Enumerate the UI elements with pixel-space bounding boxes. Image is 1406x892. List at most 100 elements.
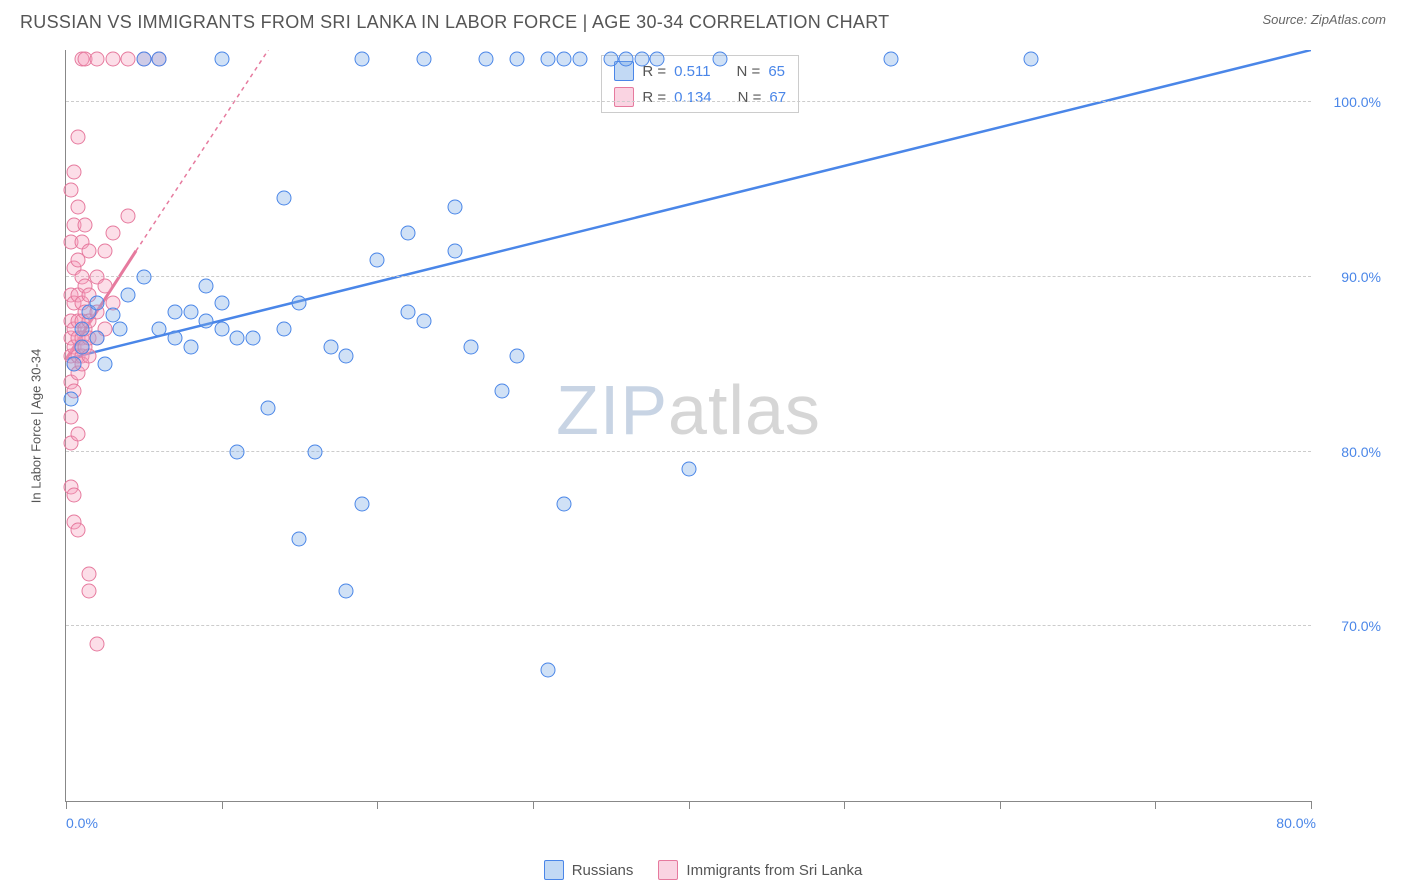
blue-n-value: 65 (768, 63, 785, 80)
data-point (121, 51, 136, 66)
y-tick-label: 80.0% (1321, 444, 1381, 460)
data-point (883, 51, 898, 66)
legend-blue-label: Russians (572, 862, 634, 879)
gridline-h (66, 101, 1311, 102)
x-tick (1311, 801, 1312, 809)
data-point (183, 304, 198, 319)
data-point (82, 584, 97, 599)
x-tick (533, 801, 534, 809)
legend-pink-label: Immigrants from Sri Lanka (686, 862, 862, 879)
data-point (510, 348, 525, 363)
blue-r-value: 0.511 (674, 63, 710, 80)
series-legend: Russians Immigrants from Sri Lanka (0, 860, 1406, 880)
data-point (448, 243, 463, 258)
x-tick (689, 801, 690, 809)
data-point (90, 331, 105, 346)
chart-container: In Labor Force | Age 30-34 ZIPatlas R = … (20, 45, 1386, 837)
data-point (71, 200, 86, 215)
data-point (105, 308, 120, 323)
data-point (603, 51, 618, 66)
legend-item-blue: Russians (544, 860, 634, 880)
data-point (261, 401, 276, 416)
data-point (71, 427, 86, 442)
data-point (97, 278, 112, 293)
n-label: N = (738, 89, 762, 106)
data-point (448, 200, 463, 215)
data-point (214, 296, 229, 311)
watermark-part1: ZIP (556, 371, 668, 449)
data-point (82, 566, 97, 581)
data-point (650, 51, 665, 66)
trend-lines (66, 50, 1311, 801)
swatch-pink-icon (658, 860, 678, 880)
x-tick (377, 801, 378, 809)
data-point (66, 488, 81, 503)
data-point (90, 636, 105, 651)
x-tick (1155, 801, 1156, 809)
data-point (97, 243, 112, 258)
data-point (105, 51, 120, 66)
data-point (199, 313, 214, 328)
data-point (245, 331, 260, 346)
data-point (230, 331, 245, 346)
data-point (276, 322, 291, 337)
data-point (339, 584, 354, 599)
n-label: N = (737, 63, 761, 80)
data-point (230, 444, 245, 459)
data-point (113, 322, 128, 337)
data-point (401, 304, 416, 319)
data-point (74, 339, 89, 354)
data-point (370, 252, 385, 267)
data-point (510, 51, 525, 66)
y-tick-label: 70.0% (1321, 618, 1381, 634)
chart-title: RUSSIAN VS IMMIGRANTS FROM SRI LANKA IN … (20, 12, 889, 33)
data-point (214, 51, 229, 66)
gridline-h (66, 625, 1311, 626)
data-point (71, 130, 86, 145)
legend-row-pink: R = 0.134 N = 67 (602, 84, 798, 110)
gridline-h (66, 451, 1311, 452)
data-point (183, 339, 198, 354)
data-point (1023, 51, 1038, 66)
data-point (541, 51, 556, 66)
x-tick (844, 801, 845, 809)
data-point (354, 51, 369, 66)
data-point (121, 287, 136, 302)
data-point (572, 51, 587, 66)
data-point (619, 51, 634, 66)
data-point (354, 497, 369, 512)
r-label: R = (642, 89, 666, 106)
x-tick (222, 801, 223, 809)
data-point (66, 357, 81, 372)
data-point (63, 409, 78, 424)
data-point (634, 51, 649, 66)
watermark-part2: atlas (668, 371, 821, 449)
data-point (541, 663, 556, 678)
data-point (292, 532, 307, 547)
data-point (416, 313, 431, 328)
data-point (121, 208, 136, 223)
legend-item-pink: Immigrants from Sri Lanka (658, 860, 862, 880)
data-point (339, 348, 354, 363)
data-point (276, 191, 291, 206)
data-point (63, 392, 78, 407)
data-point (479, 51, 494, 66)
y-tick-label: 90.0% (1321, 269, 1381, 285)
data-point (152, 322, 167, 337)
data-point (136, 51, 151, 66)
data-point (105, 226, 120, 241)
data-point (494, 383, 509, 398)
x-tick (1000, 801, 1001, 809)
data-point (323, 339, 338, 354)
data-point (66, 165, 81, 180)
data-point (63, 182, 78, 197)
source-label: Source: ZipAtlas.com (1262, 12, 1386, 27)
data-point (557, 51, 572, 66)
swatch-blue-icon (544, 860, 564, 880)
data-point (90, 51, 105, 66)
pink-r-value: 0.134 (674, 89, 712, 106)
data-point (416, 51, 431, 66)
data-point (71, 523, 86, 538)
swatch-pink-icon (614, 87, 634, 107)
x-min-label: 0.0% (66, 815, 98, 831)
